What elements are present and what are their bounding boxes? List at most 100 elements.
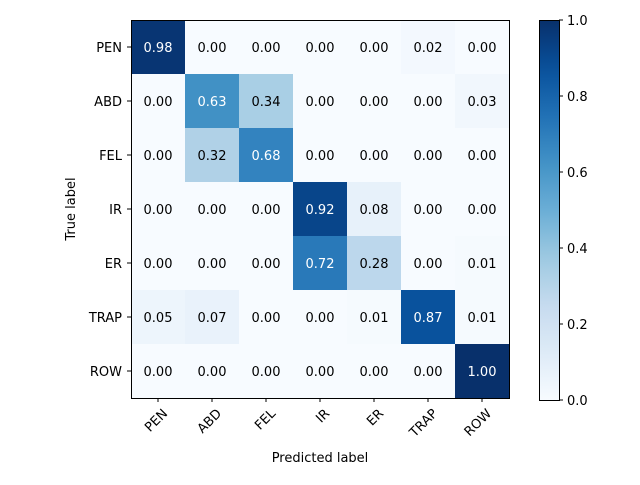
heatmap-cell [131, 344, 186, 399]
cell-value-label: 0.00 [414, 149, 443, 164]
heatmap-cell [401, 236, 456, 291]
cell-value-label: 0.00 [252, 203, 281, 218]
cell-value-label: 0.68 [252, 149, 281, 164]
y-tick-label: ER [105, 257, 122, 272]
heatmap-cell [293, 236, 348, 291]
cell-value-label: 0.00 [360, 365, 389, 380]
cell-value-label: 0.00 [144, 257, 173, 272]
heatmap-cell [455, 236, 510, 291]
heatmap-cell [131, 290, 186, 345]
cell-value-label: 0.00 [144, 203, 173, 218]
cell-value-label: 0.00 [252, 311, 281, 326]
heatmap-cell [293, 20, 348, 75]
heatmap-cell [401, 182, 456, 237]
heatmap-cell [455, 128, 510, 183]
cell-value-label: 0.34 [252, 95, 281, 110]
colorbar-tick-label: 0.8 [567, 90, 588, 105]
cell-value-label: 0.02 [414, 41, 443, 56]
heatmap-cell [401, 290, 456, 345]
cell-value-label: 0.00 [144, 149, 173, 164]
heatmap-cell [401, 20, 456, 75]
cell-value-label: 0.00 [414, 95, 443, 110]
cell-value-label: 1.00 [468, 365, 497, 380]
cell-value-label: 0.00 [252, 365, 281, 380]
colorbar-ticks: 0.0 0.2 0.4 0.6 0.8 1.0 [559, 14, 588, 409]
heatmap-cell [293, 344, 348, 399]
heatmap-cell [239, 290, 294, 345]
cell-value-label: 0.98 [144, 41, 173, 56]
heatmap-cell [455, 74, 510, 129]
heatmap-cell [185, 128, 240, 183]
heatmap-cell [455, 20, 510, 75]
x-tick-label: PEN [142, 406, 171, 435]
cell-value-label: 0.72 [306, 257, 335, 272]
heatmap-cell [185, 20, 240, 75]
heatmap-cell [293, 290, 348, 345]
y-tick-label: FEL [99, 149, 123, 164]
heatmap-cell [455, 344, 510, 399]
cell-value-label: 0.01 [360, 311, 389, 326]
cell-value-label: 0.00 [468, 149, 497, 164]
heatmap-cell [239, 344, 294, 399]
y-axis-ticks: PEN ABD FEL IR ER TRAP ROW [88, 41, 131, 380]
cell-value-label: 0.00 [360, 149, 389, 164]
y-tick-label: ABD [94, 95, 122, 110]
heatmap-cell [185, 344, 240, 399]
y-tick-label: TRAP [88, 311, 122, 326]
cell-value-label: 0.00 [144, 365, 173, 380]
x-axis-label: Predicted label [272, 451, 369, 466]
heatmap-cell [131, 128, 186, 183]
heatmap-cell [347, 290, 402, 345]
heatmap-cell [347, 344, 402, 399]
heatmap-cell [401, 128, 456, 183]
heatmap-cell [239, 20, 294, 75]
heatmap-cell [185, 74, 240, 129]
heatmap-cell [131, 182, 186, 237]
heatmap-cell [185, 236, 240, 291]
cell-value-label: 0.00 [468, 203, 497, 218]
x-tick-label: FEL [252, 406, 279, 433]
y-tick-label: ROW [90, 365, 122, 380]
heatmap-cell [347, 74, 402, 129]
cell-value-label: 0.03 [468, 95, 497, 110]
colorbar-tick-label: 0.6 [567, 166, 588, 181]
x-tick-label: IR [313, 406, 333, 426]
cell-value-label: 0.00 [306, 41, 335, 56]
heatmap-cells: 0.98 0.00 0.00 0.00 0.00 0.02 0.00 0.00 0.63 0.34… [131, 20, 510, 399]
cell-value-label: 0.07 [198, 311, 227, 326]
y-tick-label: IR [109, 203, 122, 218]
heatmap-cell [293, 182, 348, 237]
y-tick-label: PEN [96, 41, 122, 56]
x-tick-label: ABD [195, 406, 225, 436]
cell-value-label: 0.00 [198, 365, 227, 380]
heatmap-cell [185, 182, 240, 237]
heatmap-cell [293, 128, 348, 183]
cell-value-label: 0.00 [198, 203, 227, 218]
cell-value-label: 0.00 [306, 311, 335, 326]
cell-value-label: 0.00 [306, 95, 335, 110]
colorbar-tick-label: 0.4 [567, 242, 588, 257]
cell-value-label: 0.92 [306, 203, 335, 218]
heatmap-cell [401, 344, 456, 399]
cell-value-label: 0.00 [306, 365, 335, 380]
colorbar-tick-label: 0.0 [567, 394, 588, 409]
heatmap-cell [131, 236, 186, 291]
colorbar-tick-label: 0.2 [567, 318, 588, 333]
cell-value-label: 0.00 [252, 257, 281, 272]
cell-value-label: 0.00 [414, 203, 443, 218]
cell-value-label: 0.28 [360, 257, 389, 272]
x-tick-label: ROW [462, 406, 495, 439]
cell-value-label: 0.08 [360, 203, 389, 218]
heatmap-cell [293, 74, 348, 129]
heatmap-cell [185, 290, 240, 345]
heatmap-cell [239, 128, 294, 183]
y-axis-label: True label [64, 177, 79, 241]
cell-value-label: 0.00 [468, 41, 497, 56]
cell-value-label: 0.00 [360, 41, 389, 56]
cell-value-label: 0.00 [414, 365, 443, 380]
cell-value-label: 0.00 [198, 257, 227, 272]
x-axis-ticks: PEN ABD FEL IR ER TRAP ROW [142, 398, 495, 441]
heatmap-cell [131, 20, 186, 75]
